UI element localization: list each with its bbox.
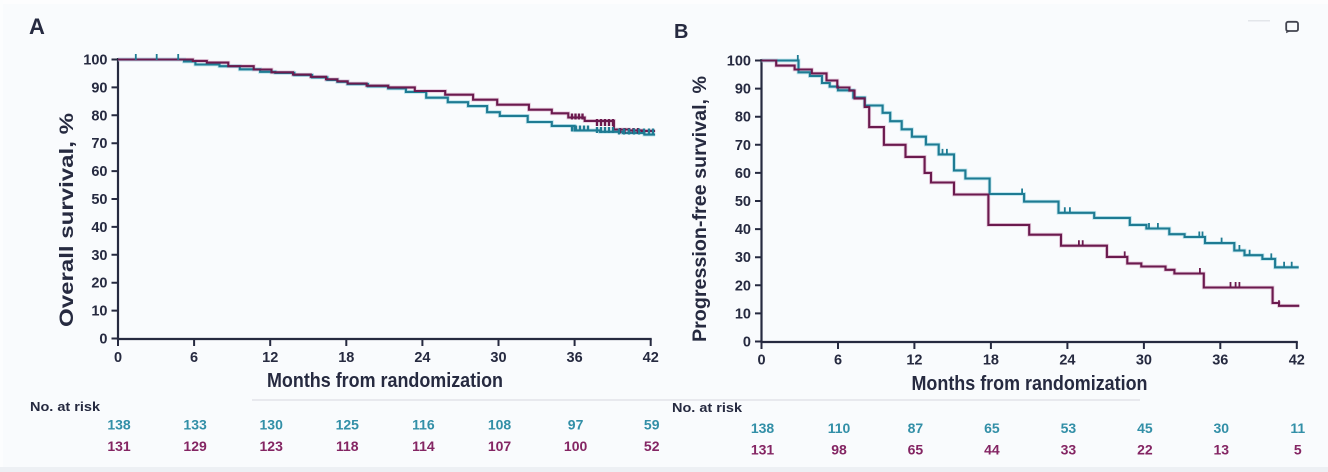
svg-text:53: 53	[1061, 420, 1077, 436]
svg-text:10: 10	[735, 306, 751, 322]
svg-text:0: 0	[99, 332, 107, 348]
svg-text:13: 13	[1214, 442, 1230, 458]
svg-text:138: 138	[751, 420, 775, 436]
svg-text:70: 70	[735, 138, 751, 154]
svg-text:30: 30	[735, 250, 751, 266]
svg-text:20: 20	[91, 276, 107, 292]
svg-text:110: 110	[828, 420, 851, 436]
svg-text:10: 10	[91, 304, 107, 320]
svg-text:Overall survival, %: Overall survival, %	[57, 113, 78, 327]
svg-text:B: B	[674, 21, 688, 43]
svg-text:Months from randomization: Months from randomization	[912, 373, 1148, 395]
svg-text:45: 45	[1137, 420, 1153, 436]
svg-text:70: 70	[91, 136, 107, 152]
svg-text:42: 42	[643, 350, 659, 366]
svg-text:33: 33	[1061, 442, 1077, 458]
svg-text:24: 24	[1059, 353, 1075, 369]
svg-text:65: 65	[908, 442, 924, 458]
svg-text:22: 22	[1137, 442, 1153, 458]
svg-text:18: 18	[983, 353, 999, 369]
svg-text:20: 20	[735, 278, 751, 294]
svg-text:12: 12	[262, 350, 278, 366]
svg-text:No. at risk: No. at risk	[672, 400, 743, 415]
svg-text:52: 52	[644, 438, 660, 454]
svg-text:30: 30	[1214, 420, 1230, 436]
svg-text:130: 130	[260, 417, 284, 433]
svg-text:133: 133	[183, 417, 207, 433]
svg-text:0: 0	[757, 353, 765, 369]
svg-text:60: 60	[735, 166, 751, 182]
svg-text:98: 98	[831, 442, 847, 458]
svg-text:114: 114	[412, 438, 435, 454]
svg-text:40: 40	[91, 220, 107, 236]
svg-text:131: 131	[107, 438, 131, 454]
svg-text:6: 6	[190, 350, 198, 366]
svg-text:44: 44	[984, 442, 1000, 458]
svg-text:24: 24	[414, 350, 430, 366]
svg-text:40: 40	[735, 222, 751, 238]
svg-text:36: 36	[567, 350, 583, 366]
svg-text:125: 125	[336, 417, 360, 433]
svg-text:11: 11	[1290, 420, 1305, 436]
svg-text:80: 80	[91, 108, 107, 124]
svg-text:6: 6	[834, 353, 842, 369]
svg-text:30: 30	[490, 350, 506, 366]
svg-text:5: 5	[1294, 442, 1302, 458]
svg-text:30: 30	[91, 248, 107, 264]
svg-text:Months from randomization: Months from randomization	[267, 370, 503, 392]
svg-text:65: 65	[984, 420, 1000, 436]
svg-text:80: 80	[735, 110, 751, 126]
svg-text:18: 18	[338, 350, 354, 366]
svg-text:12: 12	[906, 353, 922, 369]
svg-text:30: 30	[1136, 353, 1152, 369]
svg-text:0: 0	[743, 335, 751, 351]
svg-text:90: 90	[735, 82, 751, 98]
svg-text:108: 108	[488, 417, 512, 433]
svg-text:60: 60	[91, 164, 107, 180]
svg-text:No. at risk: No. at risk	[30, 399, 101, 414]
svg-text:0: 0	[114, 350, 122, 366]
svg-text:87: 87	[908, 420, 924, 436]
svg-text:50: 50	[91, 192, 107, 208]
svg-text:138: 138	[107, 417, 131, 433]
svg-text:100: 100	[727, 54, 751, 70]
svg-text:100: 100	[83, 53, 107, 69]
svg-text:116: 116	[412, 417, 435, 433]
svg-text:129: 129	[183, 438, 207, 454]
svg-text:100: 100	[564, 438, 588, 454]
svg-text:131: 131	[751, 442, 775, 458]
svg-text:A: A	[29, 14, 45, 39]
svg-text:118: 118	[336, 438, 359, 454]
svg-text:123: 123	[260, 438, 284, 454]
svg-text:50: 50	[735, 194, 751, 210]
svg-text:97: 97	[568, 417, 584, 433]
svg-text:107: 107	[488, 438, 512, 454]
svg-text:59: 59	[644, 417, 660, 433]
svg-text:42: 42	[1289, 353, 1305, 369]
svg-text:36: 36	[1212, 353, 1228, 369]
svg-text:90: 90	[91, 80, 107, 96]
svg-text:Progression-free survival, %: Progression-free survival, %	[690, 76, 711, 342]
